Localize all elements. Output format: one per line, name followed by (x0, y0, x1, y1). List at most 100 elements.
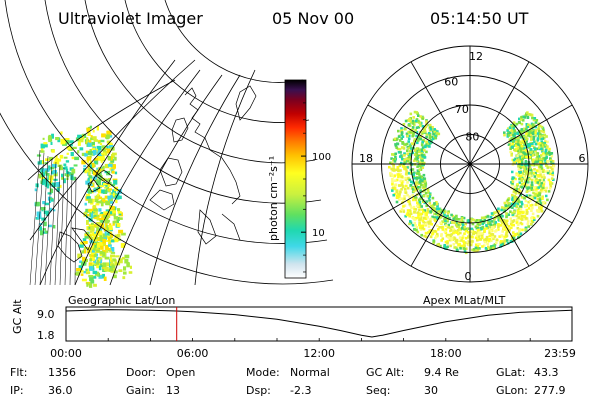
polar-aurora-pixel (420, 183, 423, 187)
polar-aurora-pixel (515, 122, 519, 126)
geo-aurora-pixel (82, 262, 87, 266)
polar-aurora-pixel (538, 197, 542, 200)
polar-aurora-pixel (393, 174, 397, 177)
polar-aurora-pixel (500, 243, 503, 247)
geo-aurora-pixel (65, 168, 69, 173)
polar-aurora-pixel (421, 159, 424, 163)
polar-aurora-pixel (424, 231, 428, 235)
polar-aurora-pixel (541, 152, 545, 156)
polar-mlt-spoke (410, 61, 471, 165)
polar-aurora-pixel (531, 160, 535, 163)
polar-aurora-pixel (464, 222, 467, 226)
geo-aurora-pixel (100, 217, 106, 221)
polar-aurora-pixel (412, 187, 415, 191)
polar-aurora-pixel (514, 140, 518, 143)
geo-aurora-pixel (86, 137, 89, 143)
polar-aurora-pixel (416, 169, 420, 172)
polar-aurora-pixel (401, 141, 405, 145)
geo-aurora-pixel (45, 211, 49, 216)
polar-aurora-pixel (549, 166, 553, 169)
geo-aurora-pixel (88, 208, 93, 212)
geo-aurora-pixel (71, 156, 76, 160)
polar-aurora-pixel (518, 231, 521, 234)
polar-aurora-pixel (421, 146, 425, 149)
geo-aurora-pixel (95, 253, 98, 257)
polar-aurora-pixel (534, 186, 537, 189)
polar-aurora-pixel (515, 196, 518, 199)
polar-aurora-pixel (418, 205, 421, 209)
geo-aurora-pixel (73, 164, 78, 167)
polar-aurora-pixel (419, 164, 422, 168)
polar-aurora-pixel (513, 210, 516, 213)
geo-aurora-pixel (93, 210, 98, 213)
polar-aurora-pixel (481, 236, 484, 240)
geo-aurora-pixel (98, 218, 103, 220)
geo-aurora-pixel (52, 170, 57, 174)
geo-aurora-pixel (84, 236, 89, 239)
geo-aurora-pixel (113, 216, 119, 220)
polar-aurora-pixel (416, 150, 420, 153)
polar-aurora-pixel (523, 167, 526, 171)
polar-aurora-pixel (394, 137, 397, 141)
polar-aurora-pixel (456, 228, 460, 232)
polar-aurora-pixel (512, 190, 516, 194)
polar-mlt-spoke (410, 163, 471, 267)
geo-aurora-pixel (112, 193, 117, 198)
polar-aurora-pixel (524, 160, 528, 163)
polar-aurora-pixel (517, 144, 520, 148)
polar-aurora-pixel (415, 111, 419, 114)
polar-aurora-pixel (550, 182, 554, 185)
status-label: GLat: (496, 366, 525, 379)
polar-aurora-pixel (417, 114, 420, 117)
polar-aurora-pixel (436, 130, 439, 133)
polar-aurora-pixel (517, 174, 520, 177)
polar-aurora-pixel (550, 152, 554, 155)
geo-aurora-pixel (83, 212, 88, 217)
polar-aurora-pixel (545, 155, 548, 158)
polar-aurora-pixel (423, 177, 426, 180)
geo-coastlines (57, 85, 257, 263)
polar-aurora-pixel (507, 130, 510, 134)
polar-aurora-pixel (536, 191, 539, 195)
geo-aurora-pixel (78, 138, 84, 143)
polar-aurora-pixel (534, 149, 537, 153)
polar-aurora-pixel (437, 210, 440, 213)
polar-aurora-pixel (539, 124, 542, 128)
polar-aurora-pixel (407, 172, 411, 175)
polar-aurora-pixel (435, 202, 439, 206)
polar-aurora-pixel (458, 239, 461, 243)
geo-aurora-pixel (48, 224, 52, 228)
polar-aurora-pixel (440, 225, 443, 229)
polar-aurora-pixel (541, 197, 544, 200)
polar-aurora-pixel (493, 220, 496, 224)
polar-aurora-pixel (418, 176, 421, 180)
polar-aurora-pixel (546, 166, 549, 169)
polar-aurora-pixel (435, 235, 438, 238)
polar-aurora-pixel (537, 129, 541, 133)
geo-aurora-pixel (126, 262, 130, 268)
polar-aurora-pixel (408, 222, 411, 226)
polar-aurora-pixel (541, 170, 545, 174)
polar-aurora-pixel (509, 150, 512, 154)
polar-aurora-pixel (453, 216, 456, 219)
polar-aurora-pixel (445, 224, 448, 227)
polar-aurora-pixel (390, 157, 393, 160)
polar-aurora-pixel (519, 175, 522, 178)
polar-aurora-pixel (539, 202, 543, 205)
polar-aurora-pixel (415, 134, 418, 138)
geo-aurora-pixel (49, 199, 52, 203)
polar-aurora-pixel (433, 229, 436, 233)
geo-limb-line (74, 176, 77, 286)
polar-aurora-pixel (513, 185, 517, 189)
polar-aurora-pixel (408, 124, 412, 128)
polar-aurora-pixel (472, 230, 475, 234)
polar-aurora-pixel (429, 217, 433, 221)
polar-aurora-pixel (422, 210, 425, 214)
polar-aurora-pixel (448, 237, 451, 240)
polar-aurora-pixel (447, 210, 450, 213)
polar-aurora-pixel (425, 135, 428, 139)
geo-aurora-pixel (89, 125, 92, 129)
polar-aurora-pixel (524, 199, 528, 203)
geo-aurora-pixel (41, 177, 45, 181)
geo-aurora-pixel (107, 183, 111, 188)
